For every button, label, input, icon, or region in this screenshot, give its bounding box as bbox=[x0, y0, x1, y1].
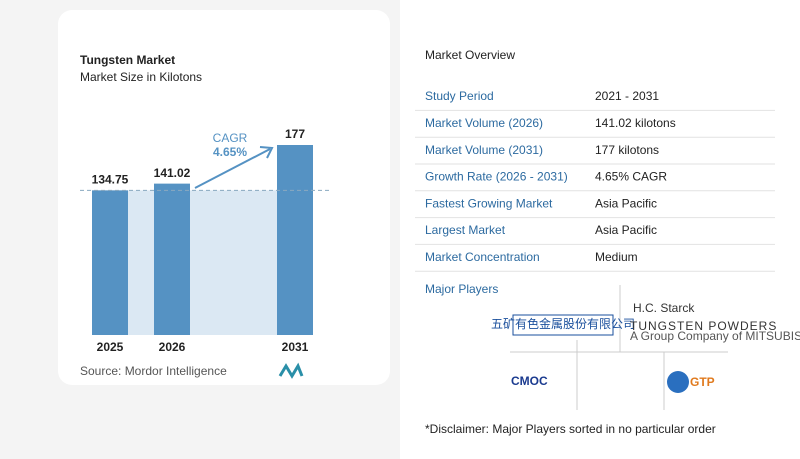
row-value: 2021 - 2031 bbox=[595, 89, 659, 103]
player-logo: CMOC bbox=[511, 374, 548, 388]
row-label: Market Concentration bbox=[425, 250, 540, 264]
row-label: Market Volume (2026) bbox=[425, 116, 543, 130]
cagr-label: CAGR bbox=[213, 131, 248, 145]
player-logo: 五矿有色金属股份有限公司 bbox=[491, 316, 635, 331]
row-value: Asia Pacific bbox=[595, 196, 657, 210]
data-label: 177 bbox=[285, 127, 305, 141]
row-value: Asia Pacific bbox=[595, 223, 657, 237]
x-tick-label: 2026 bbox=[159, 340, 186, 354]
cagr-value: 4.65% bbox=[213, 145, 247, 159]
baseline-band bbox=[128, 190, 277, 335]
row-value: 141.02 kilotons bbox=[595, 116, 676, 130]
x-tick-label: 2025 bbox=[97, 340, 124, 354]
bar bbox=[92, 190, 128, 335]
row-label: Study Period bbox=[425, 89, 494, 103]
chart-subtitle: Market Size in Kilotons bbox=[80, 70, 202, 84]
row-label: Fastest Growing Market bbox=[425, 196, 553, 210]
disclaimer: *Disclaimer: Major Players sorted in no … bbox=[425, 422, 716, 436]
player-logo: H.C. Starck bbox=[633, 301, 695, 315]
bar bbox=[277, 145, 313, 335]
row-label: Largest Market bbox=[425, 223, 506, 237]
player-logo: TUNGSTEN POWDERS bbox=[630, 319, 777, 333]
bar bbox=[154, 183, 190, 335]
row-label: Market Volume (2031) bbox=[425, 143, 543, 157]
data-label: 141.02 bbox=[154, 166, 191, 180]
x-tick-label: 2031 bbox=[282, 340, 309, 354]
row-label: Growth Rate (2026 - 2031) bbox=[425, 170, 568, 184]
logo bbox=[278, 362, 304, 379]
row-value: 4.65% CAGR bbox=[595, 170, 667, 184]
player-logo: GTP bbox=[690, 375, 715, 389]
source: Source: Mordor Intelligence bbox=[80, 364, 227, 378]
chart-title: Tungsten Market bbox=[80, 53, 175, 67]
overview-title: Market Overview bbox=[425, 48, 515, 62]
player-logo: A Group Company of MITSUBISHI MATERIALS bbox=[630, 329, 800, 343]
players-title: Major Players bbox=[425, 282, 498, 296]
overview-rows: Study Period 2021 - 2031 Market Volume (20… bbox=[415, 89, 775, 272]
cagr-arrowhead bbox=[259, 146, 274, 159]
logo-box bbox=[512, 314, 614, 336]
row-value: 177 kilotons bbox=[595, 143, 659, 157]
cagr-arrow bbox=[194, 148, 271, 189]
data-label: 134.75 bbox=[92, 173, 129, 187]
logo-mark bbox=[667, 371, 689, 393]
row-value: Medium bbox=[595, 250, 638, 264]
overview-panel bbox=[400, 0, 800, 459]
